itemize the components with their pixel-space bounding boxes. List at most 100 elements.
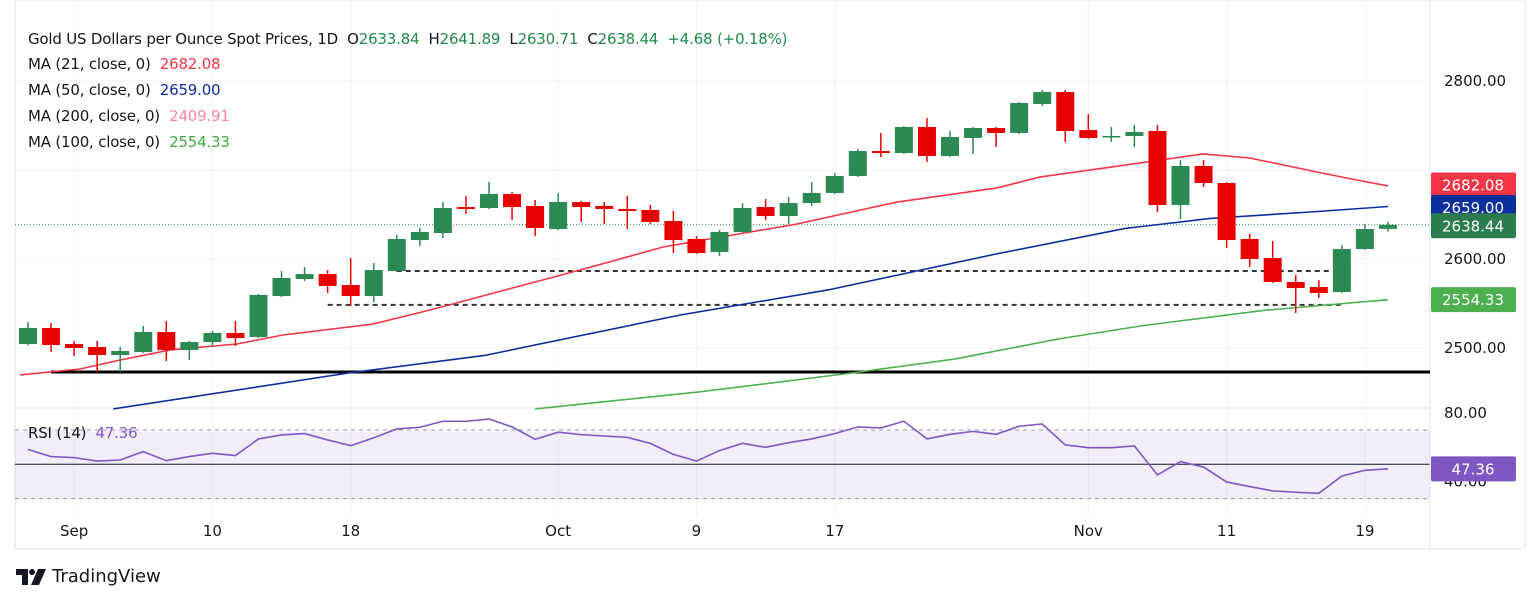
candle[interactable] xyxy=(1240,233,1259,268)
candle[interactable] xyxy=(1286,275,1305,314)
candle-body xyxy=(848,151,867,176)
candle-body xyxy=(364,270,383,297)
candle[interactable] xyxy=(825,173,844,195)
rsi-legend[interactable]: RSI (14) 47.36 xyxy=(28,424,138,442)
candle[interactable] xyxy=(1378,221,1397,232)
candle[interactable] xyxy=(756,199,775,221)
symbol-title[interactable]: Gold US Dollars per Ounce Spot Prices, 1… xyxy=(28,30,338,48)
candle[interactable] xyxy=(433,202,452,238)
rsi-value: 47.36 xyxy=(95,424,138,442)
candle[interactable] xyxy=(341,258,360,306)
candle[interactable] xyxy=(318,270,337,293)
candle[interactable] xyxy=(410,228,429,247)
candle[interactable] xyxy=(871,132,890,158)
candle[interactable] xyxy=(1125,124,1144,148)
candle-body xyxy=(1056,92,1075,132)
ma21-legend[interactable]: MA (21, close, 0) 2682.08 xyxy=(28,55,221,73)
candle[interactable] xyxy=(111,347,130,373)
candle[interactable] xyxy=(42,322,61,353)
candle[interactable] xyxy=(295,267,314,281)
candle-body xyxy=(157,331,176,350)
candle[interactable] xyxy=(226,321,245,347)
candle-body xyxy=(1378,224,1397,229)
candle[interactable] xyxy=(964,127,983,154)
candle-body xyxy=(272,277,291,297)
candle-body xyxy=(964,127,983,138)
candle[interactable] xyxy=(917,118,936,162)
candle[interactable] xyxy=(203,331,222,348)
candle-body xyxy=(503,194,522,208)
tradingview-logo[interactable]: TradingView xyxy=(16,566,161,587)
candle-body xyxy=(779,203,798,217)
candle[interactable] xyxy=(1033,89,1052,107)
ma50-legend[interactable]: MA (50, close, 0) 2659.00 xyxy=(28,81,221,99)
candle[interactable] xyxy=(618,195,637,230)
candle[interactable] xyxy=(549,192,568,230)
symbol-legend: Gold US Dollars per Ounce Spot Prices, 1… xyxy=(28,30,787,48)
candle-body xyxy=(641,209,660,222)
time-axis[interactable]: Sep 10 18 Oct 9 17 Nov 11 19 xyxy=(60,522,1374,540)
brand-name: TradingView xyxy=(52,566,161,587)
candle[interactable] xyxy=(249,293,268,339)
candle-body xyxy=(1102,136,1121,138)
candle[interactable] xyxy=(364,263,383,302)
candle-body xyxy=(871,151,890,154)
candle[interactable] xyxy=(65,340,84,357)
candle-body xyxy=(687,238,706,254)
candle[interactable] xyxy=(1102,127,1121,142)
candle[interactable] xyxy=(1171,160,1190,220)
candle[interactable] xyxy=(687,236,706,255)
candle[interactable] xyxy=(595,202,614,225)
candle[interactable] xyxy=(641,204,660,225)
candle[interactable] xyxy=(1194,160,1213,187)
candle-body xyxy=(941,136,959,157)
candle[interactable] xyxy=(134,326,153,353)
rsi-line-group xyxy=(27,418,1389,495)
candle[interactable] xyxy=(733,203,752,234)
ma-line-1[interactable] xyxy=(113,205,1389,410)
rsi-badge-bg xyxy=(1431,456,1516,482)
candle-body xyxy=(1033,92,1052,104)
candle[interactable] xyxy=(526,199,545,237)
candle[interactable] xyxy=(572,200,591,222)
candle[interactable] xyxy=(1217,182,1236,248)
time-tick-label: Sep xyxy=(60,522,88,540)
candle[interactable] xyxy=(1056,89,1075,142)
candle[interactable] xyxy=(1309,280,1328,298)
candle[interactable] xyxy=(480,182,498,209)
candle[interactable] xyxy=(387,234,406,272)
candle[interactable] xyxy=(1263,241,1282,284)
candle[interactable] xyxy=(1148,124,1167,213)
candle[interactable] xyxy=(710,229,729,256)
candle[interactable] xyxy=(1010,102,1029,134)
candle[interactable] xyxy=(503,191,522,221)
candle[interactable] xyxy=(19,322,37,346)
candle[interactable] xyxy=(779,196,798,225)
high-label: H xyxy=(428,30,440,48)
candle[interactable] xyxy=(1332,245,1351,293)
candle[interactable] xyxy=(456,195,475,214)
candle[interactable] xyxy=(941,131,959,158)
candle[interactable] xyxy=(848,148,867,177)
candle[interactable] xyxy=(802,182,821,206)
ma200-legend[interactable]: MA (200, close, 0) 2409.91 xyxy=(28,107,230,125)
rsi-label: RSI (14) xyxy=(28,424,87,442)
rsi-line[interactable] xyxy=(27,418,1389,495)
candle[interactable] xyxy=(157,321,176,361)
ma-line-2[interactable] xyxy=(535,298,1389,410)
candle[interactable] xyxy=(894,126,913,154)
candle[interactable] xyxy=(180,340,199,361)
candle[interactable] xyxy=(272,271,291,298)
candle-body xyxy=(203,332,222,343)
candle[interactable] xyxy=(987,127,1006,148)
candle[interactable] xyxy=(88,340,107,373)
candle[interactable] xyxy=(1355,224,1374,251)
ma100-legend[interactable]: MA (100, close, 0) 2554.33 xyxy=(28,133,230,151)
candle-body xyxy=(1355,229,1374,250)
candle-body xyxy=(341,284,360,297)
candle-body xyxy=(710,232,729,252)
candle[interactable] xyxy=(664,211,683,254)
candle[interactable] xyxy=(1079,114,1098,140)
